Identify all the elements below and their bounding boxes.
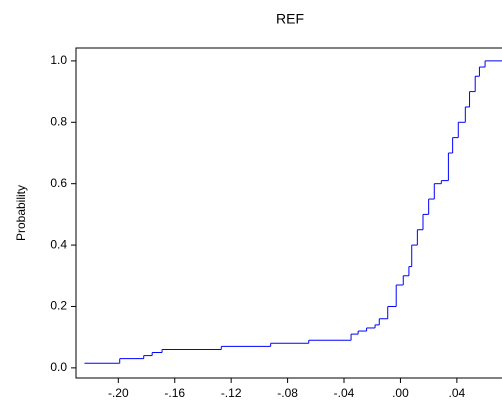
- x-tick-label: -.12: [221, 386, 242, 400]
- x-tick-label: -.16: [164, 386, 185, 400]
- x-tick-label: -.08: [277, 386, 298, 400]
- y-tick-label: 0.6: [50, 176, 67, 190]
- x-tick-label: -.04: [334, 386, 355, 400]
- y-axis-label: Probability: [14, 185, 28, 241]
- y-tick-label: 0.4: [50, 237, 67, 251]
- y-tick-label: 0.8: [50, 114, 67, 128]
- x-tick-label: -.20: [108, 386, 129, 400]
- x-tick-label: .00: [392, 386, 409, 400]
- y-tick-label: 1.0: [50, 53, 67, 67]
- y-tick-label: 0.2: [50, 299, 67, 313]
- x-tick-label: .04: [449, 386, 466, 400]
- plot-frame: [75, 47, 502, 379]
- chart-title: REF: [276, 11, 304, 27]
- y-tick-label: 0.0: [50, 360, 67, 374]
